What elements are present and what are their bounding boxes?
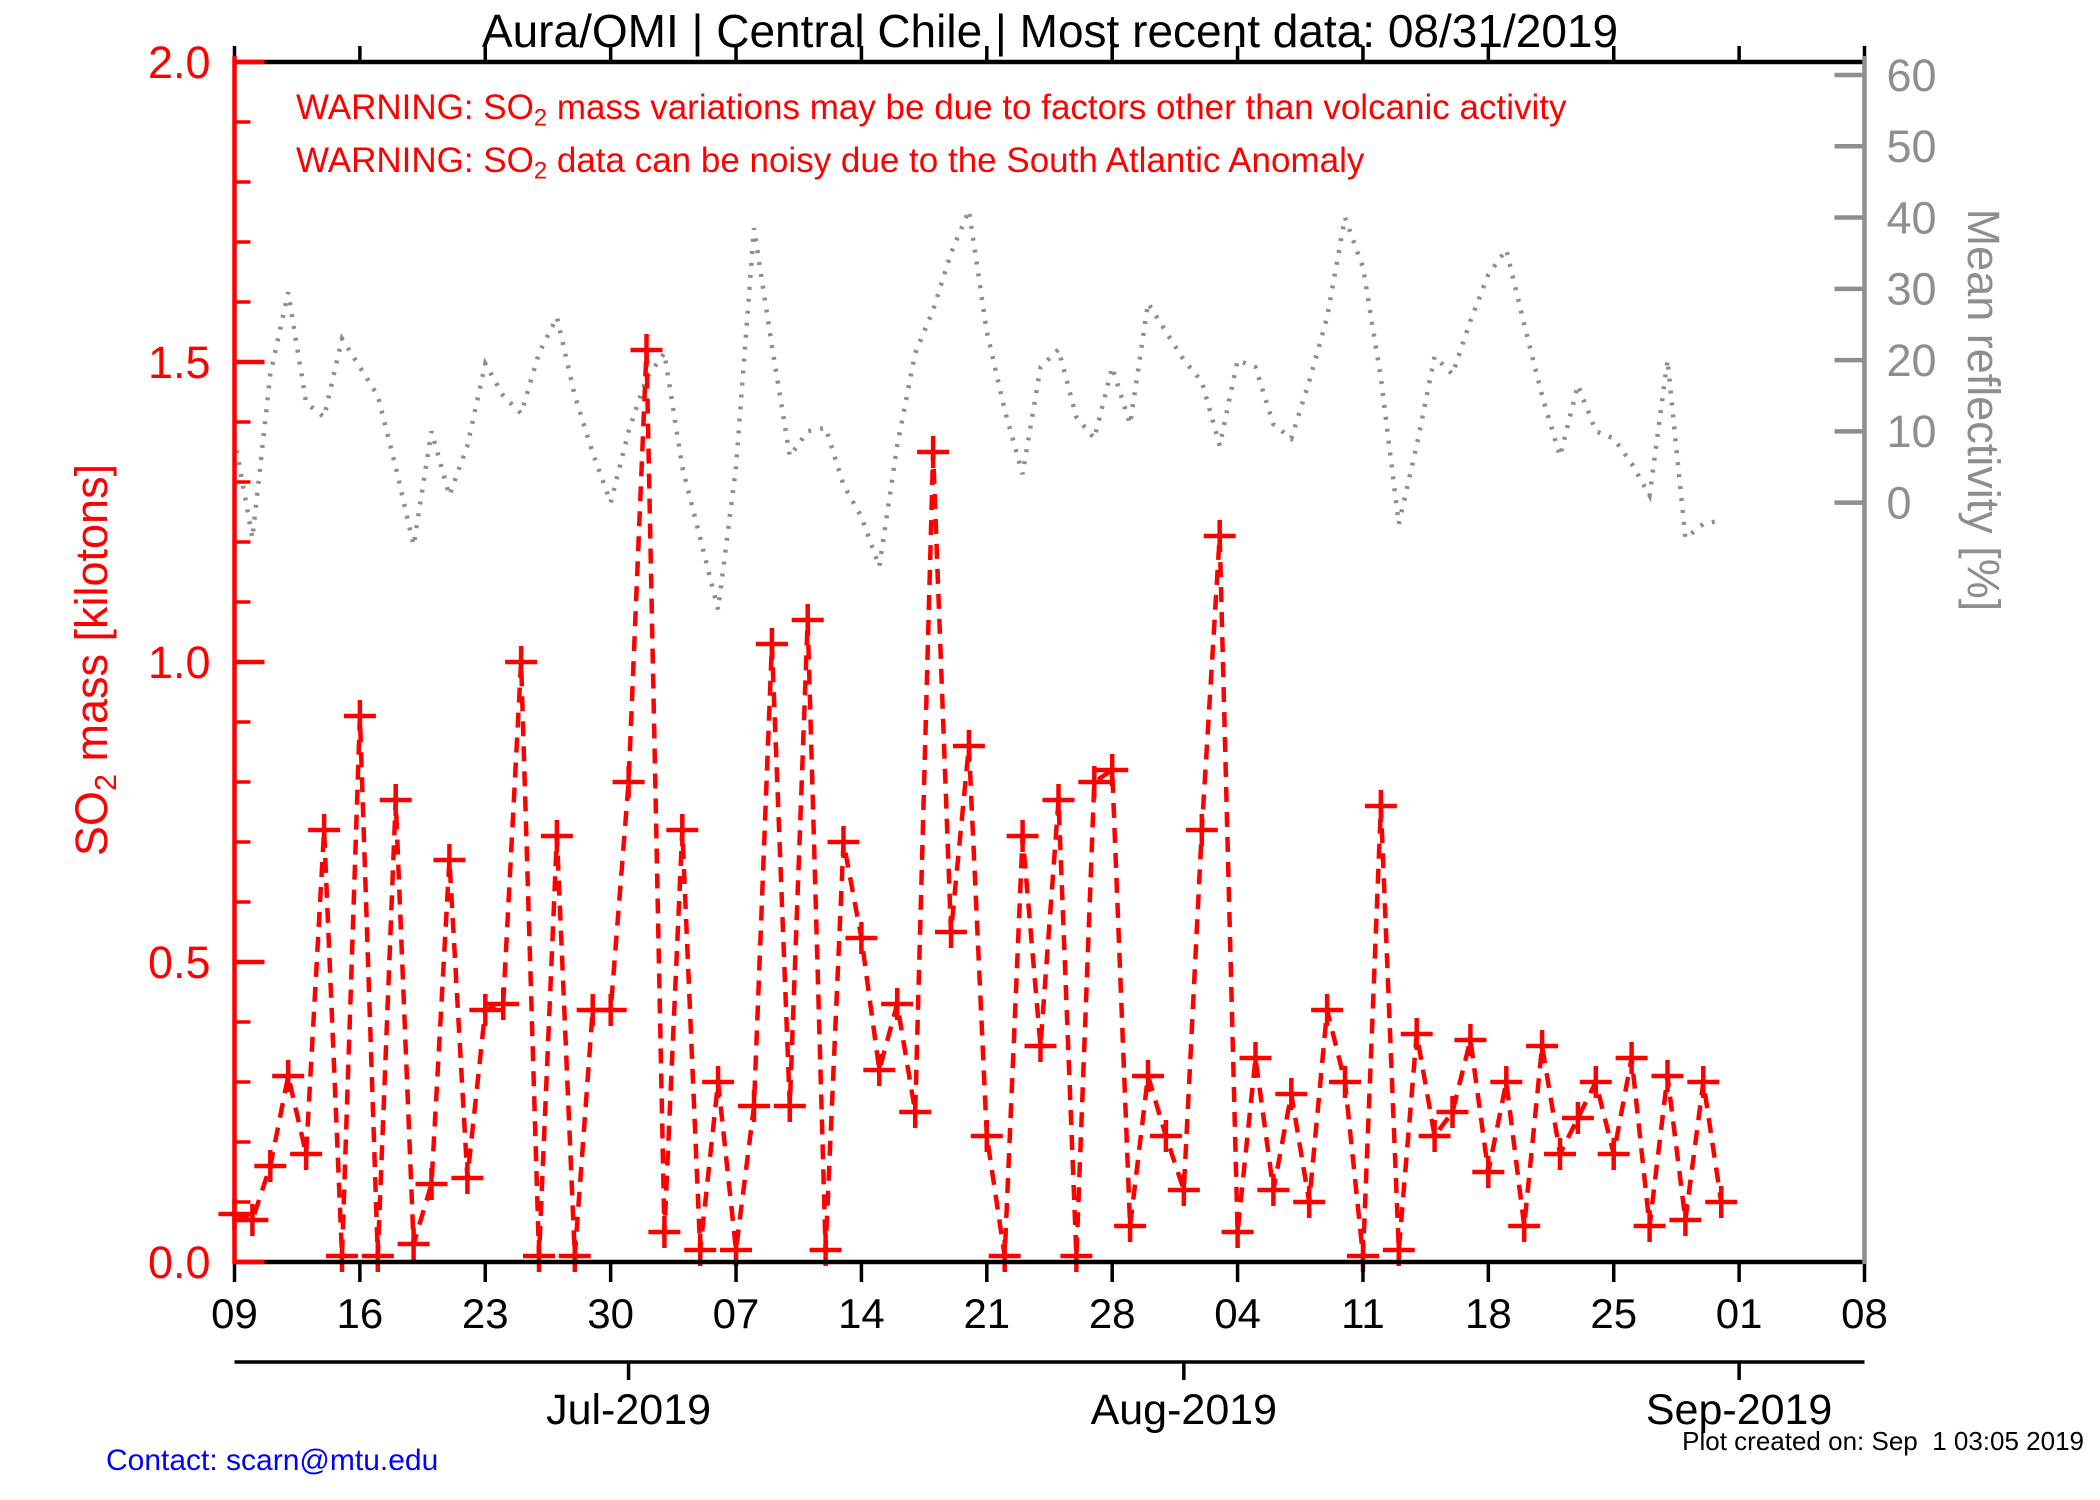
month-axis: Jul-2019 Aug-2019 Sep-2019 [234,1360,1865,1434]
month-label: Aug-2019 [1091,1386,1278,1434]
top-axis [232,46,1867,65]
x-tick-label: 07 [713,1290,760,1337]
right-tick-label: 30 [1887,264,1937,315]
left-tick-label: 1.0 [148,637,211,688]
so2-plus-markers [218,334,1738,1272]
right-tick-label: 0 [1887,477,1912,528]
x-tick-label: 23 [462,1290,509,1337]
month-label: Jul-2019 [546,1386,711,1434]
x-tick-label: 28 [1089,1290,1136,1337]
x-tick-label: 25 [1590,1290,1637,1337]
x-tick-label: 08 [1841,1290,1888,1337]
page-title: Aura/OMI | Central Chile | Most recent d… [481,5,1619,57]
month-label: Sep-2019 [1646,1386,1833,1434]
left-tick-label: 0.5 [148,937,211,988]
left-tick-label: 1.5 [148,337,211,388]
x-tick-label: 09 [211,1290,258,1337]
x-tick-label: 18 [1465,1290,1512,1337]
x-axis: 09 16 23 30 07 14 21 28 04 11 18 25 01 08 [211,1259,1888,1337]
right-axis: 0 10 20 30 40 50 60 [1834,50,1937,1264]
right-tick-label: 60 [1887,50,1937,101]
right-tick-label: 20 [1887,335,1937,386]
warning-text-1: WARNING: SO2 mass variations may be due … [296,88,1567,132]
left-axis-title: SO2 mass [kilotons] [66,463,123,857]
x-tick-label: 11 [1341,1290,1385,1337]
left-tick-label: 0.0 [148,1237,211,1288]
x-tick-label: 16 [337,1290,384,1337]
right-tick-label: 10 [1887,406,1937,457]
right-tick-label: 40 [1887,192,1937,243]
reflectivity-series [232,202,1722,611]
right-tick-label: 50 [1887,121,1937,172]
left-axis: 0.0 0.5 1.0 1.5 2.0 [148,37,265,1288]
x-tick-label: 14 [838,1290,885,1337]
so2-line [233,349,1724,1257]
x-tick-label: 21 [963,1290,1010,1337]
warning-text-2: WARNING: SO2 data can be noisy due to th… [296,141,1365,185]
created-timestamp: Plot created on: Sep 1 03:05 2019 [1682,1426,2084,1456]
left-tick-label: 2.0 [148,37,211,88]
reflectivity-line [232,202,1722,611]
so2-series [218,334,1738,1272]
contact-link[interactable]: Contact: scarn@mtu.edu [106,1444,439,1477]
x-tick-label: 30 [587,1290,634,1337]
right-axis-title: Mean reflectivity [%] [1958,208,2009,612]
x-tick-label: 01 [1716,1290,1763,1337]
x-tick-label: 04 [1214,1290,1261,1337]
